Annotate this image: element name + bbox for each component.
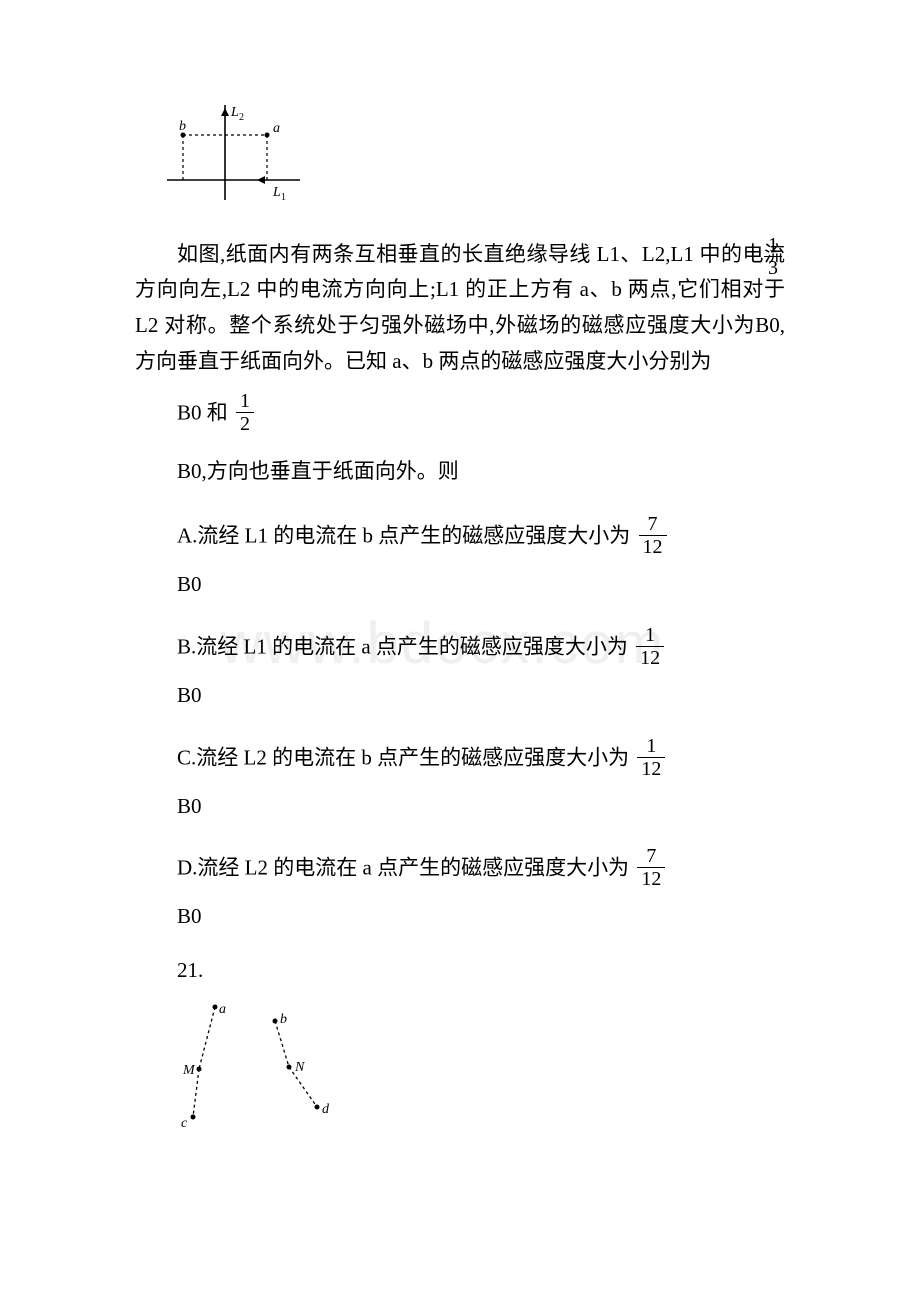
figure-1-container: b a L 2 L 1: [165, 100, 785, 217]
svg-text:L: L: [272, 185, 281, 200]
fraction-7-12-d: 7 12: [637, 846, 665, 889]
svg-text:N: N: [294, 1060, 305, 1075]
fraction-den: 12: [637, 868, 665, 889]
svg-text:a: a: [219, 1002, 226, 1017]
figure-2-diagram: a M c b N d: [177, 999, 347, 1129]
fraction-7-12-a: 7 12: [639, 514, 667, 557]
fraction-1-2: 1 2: [236, 391, 254, 434]
fraction-num: 1: [637, 736, 665, 758]
option-c-line: C.流经 L2 的电流在 b 点产生的磁感应强度大小为 1 12: [177, 738, 785, 781]
option-b-line: B.流经 L1 的电流在 a 点产生的磁感应强度大小为 1 12: [177, 627, 785, 670]
page-content: b a L 2 L 1 如图,纸面内有两条互相垂直的长直绝缘导线 L1、L2,L…: [135, 100, 785, 1140]
fraction-num: 7: [639, 514, 667, 536]
figure-2-container: a M c b N d: [177, 999, 785, 1141]
svg-text:2: 2: [239, 112, 244, 123]
fraction-num: 7: [637, 846, 665, 868]
fraction-num: 1: [764, 235, 782, 257]
question-para-2: B0 和 1 2: [177, 393, 785, 436]
fraction-den: 12: [636, 647, 664, 668]
svg-text:b: b: [179, 119, 186, 134]
svg-text:1: 1: [281, 192, 286, 203]
option-d-line: D.流经 L2 的电流在 a 点产生的磁感应强度大小为 7 12: [177, 848, 785, 891]
b0-and-text: B0 和: [177, 401, 228, 425]
svg-text:L: L: [230, 105, 239, 120]
fraction-1-12-c: 1 12: [637, 736, 665, 779]
question-paragraph-block: 如图,纸面内有两条互相垂直的长直绝缘导线 L1、L2,L1 中的电流方向向左,L…: [135, 237, 785, 380]
question-para-1: 如图,纸面内有两条互相垂直的长直绝缘导线 L1、L2,L1 中的电流方向向左,L…: [135, 237, 785, 380]
option-c-text: C.流经 L2 的电流在 b 点产生的磁感应强度大小为: [177, 745, 629, 769]
option-c-tail: B0: [177, 789, 785, 825]
fraction-den: 12: [637, 758, 665, 779]
figure-1-diagram: b a L 2 L 1: [165, 100, 305, 205]
svg-text:M: M: [182, 1063, 196, 1078]
fraction-num: 1: [636, 625, 664, 647]
option-d-text: D.流经 L2 的电流在 a 点产生的磁感应强度大小为: [177, 856, 629, 880]
svg-text:c: c: [181, 1116, 188, 1129]
fraction-den: 12: [639, 536, 667, 557]
option-a-line: A.流经 L1 的电流在 b 点产生的磁感应强度大小为 7 12: [177, 516, 785, 559]
question-para-3: B0,方向也垂直于纸面向外。则: [177, 454, 785, 490]
option-d-tail: B0: [177, 899, 785, 935]
fraction-den: 2: [236, 413, 254, 434]
option-b-text: B.流经 L1 的电流在 a 点产生的磁感应强度大小为: [177, 634, 628, 658]
fraction-1-3: 1 3: [764, 235, 782, 383]
fraction-1-12-b: 1 12: [636, 625, 664, 668]
svg-text:d: d: [322, 1102, 330, 1117]
svg-text:b: b: [280, 1012, 287, 1027]
option-a-tail: B0: [177, 567, 785, 603]
option-b-tail: B0: [177, 678, 785, 714]
fraction-den: 3: [764, 257, 782, 278]
option-a-text: A.流经 L1 的电流在 b 点产生的磁感应强度大小为: [177, 523, 630, 547]
question-21-number: 21.: [177, 953, 785, 989]
svg-text:a: a: [273, 121, 280, 136]
fraction-num: 1: [236, 391, 254, 413]
